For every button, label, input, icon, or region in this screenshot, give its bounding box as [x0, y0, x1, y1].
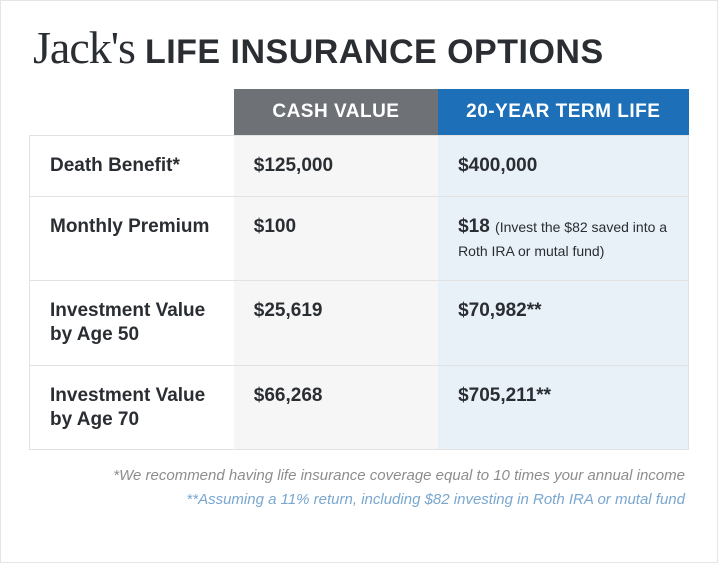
cell-term-life: $705,211** [438, 365, 688, 450]
row-label: Monthly Premium [30, 196, 234, 281]
row-label: Investment Value by Age 50 [30, 281, 234, 366]
cell-cash-value: $25,619 [234, 281, 438, 366]
header-blank [30, 89, 234, 136]
header-term-life: 20-YEAR TERM LIFE [438, 89, 688, 136]
footnotes: *We recommend having life insurance cove… [29, 464, 689, 512]
title-block: LIFE INSURANCE OPTIONS [145, 35, 604, 69]
cell-value: $400,000 [458, 155, 537, 176]
cell-value: $705,211** [458, 385, 551, 406]
cell-term-life: $70,982** [438, 281, 688, 366]
table-row: Investment Value by Age 50 $25,619 $70,9… [30, 281, 689, 366]
cell-value: $70,982** [458, 300, 541, 321]
insurance-options-card: Jack's LIFE INSURANCE OPTIONS CASH VALUE… [0, 0, 718, 563]
title-script: Jack's [33, 25, 135, 71]
row-label: Investment Value by Age 70 [30, 365, 234, 450]
cell-cash-value: $66,268 [234, 365, 438, 450]
footnote-2: **Assuming a 11% return, including $82 i… [29, 488, 685, 512]
footnote-1: *We recommend having life insurance cove… [29, 464, 685, 488]
title-row: Jack's LIFE INSURANCE OPTIONS [29, 25, 689, 71]
table-row: Investment Value by Age 70 $66,268 $705,… [30, 365, 689, 450]
cell-cash-value: $100 [234, 196, 438, 281]
table-header-row: CASH VALUE 20-YEAR TERM LIFE [30, 89, 689, 136]
header-cash-value: CASH VALUE [234, 89, 438, 136]
cell-cash-value: $125,000 [234, 136, 438, 197]
cell-value: $18 [458, 216, 490, 237]
table-row: Monthly Premium $100 $18 (Invest the $82… [30, 196, 689, 281]
cell-term-life: $18 (Invest the $82 saved into a Roth IR… [438, 196, 688, 281]
cell-term-life: $400,000 [438, 136, 688, 197]
cell-note: (Invest the $82 saved into a Roth IRA or… [458, 219, 667, 259]
table-row: Death Benefit* $125,000 $400,000 [30, 136, 689, 197]
row-label: Death Benefit* [30, 136, 234, 197]
comparison-table: CASH VALUE 20-YEAR TERM LIFE Death Benef… [29, 89, 689, 450]
